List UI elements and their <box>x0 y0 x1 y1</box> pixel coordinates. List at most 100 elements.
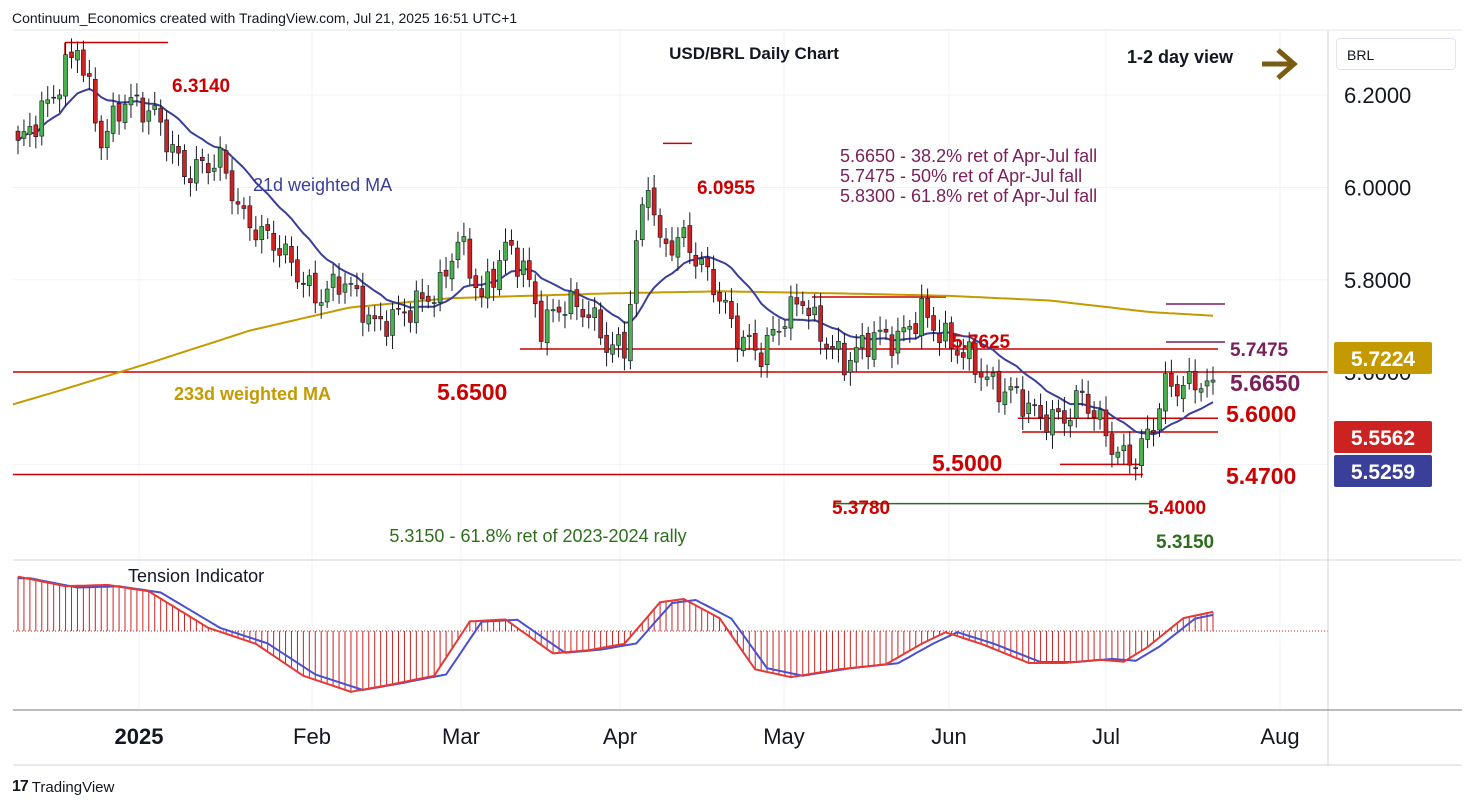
candle <box>746 324 752 351</box>
candle-body <box>1056 408 1061 413</box>
candle-body <box>69 51 74 58</box>
candle-body <box>628 304 633 362</box>
candle-body <box>110 105 116 134</box>
candle <box>503 228 508 274</box>
grid <box>13 30 1328 710</box>
candle <box>538 290 544 350</box>
candle <box>883 319 889 340</box>
candle-body <box>1139 438 1144 466</box>
candle-body <box>955 350 960 356</box>
candle <box>1169 359 1174 398</box>
candle <box>1198 382 1204 402</box>
x-tick-label: Aug <box>1260 724 1299 749</box>
candle-body <box>1014 386 1020 388</box>
candle-body <box>794 297 800 305</box>
candle-body <box>723 299 728 303</box>
candle-body <box>752 333 758 351</box>
candle-body <box>925 297 930 318</box>
candle-body <box>372 315 378 320</box>
candle-body <box>419 292 425 300</box>
candle-body <box>1079 390 1085 393</box>
note-2023-2024: 5.3150 - 61.8% ret of 2023-2024 rally <box>389 526 686 546</box>
candle-body <box>853 347 859 363</box>
candle-body <box>277 248 282 256</box>
candle <box>241 197 247 220</box>
candle <box>509 229 514 255</box>
candle <box>978 358 984 391</box>
candle-body <box>449 260 455 280</box>
candle-body <box>1109 433 1115 455</box>
price-tag-last: 5.5562 <box>1334 421 1432 453</box>
candle-body <box>966 341 972 359</box>
candle-body <box>247 205 253 229</box>
candle-body <box>907 325 913 330</box>
candle <box>1073 384 1079 428</box>
candle <box>253 216 259 247</box>
candle <box>562 301 568 329</box>
candle-body <box>830 346 835 350</box>
candle-body <box>1127 444 1133 466</box>
candle <box>301 271 306 298</box>
candle-body <box>63 54 68 97</box>
candle-body <box>200 156 205 162</box>
level-lines <box>13 41 1328 505</box>
candle <box>955 338 960 364</box>
candle <box>307 269 312 297</box>
candle <box>889 326 895 369</box>
candle <box>675 227 681 271</box>
candle-body <box>1180 385 1186 400</box>
candle-body <box>1062 410 1067 424</box>
candle <box>723 292 728 314</box>
candle-body <box>307 275 312 286</box>
candle <box>170 130 175 164</box>
candle <box>1085 380 1091 420</box>
candle-body <box>984 376 990 380</box>
level-60955: 6.0955 <box>697 178 756 199</box>
candle <box>354 272 360 297</box>
tension-indicator <box>13 575 1328 693</box>
candle-body <box>699 258 705 265</box>
candle <box>1139 429 1144 478</box>
candle-body <box>509 239 514 246</box>
candle <box>604 322 609 367</box>
candle <box>836 327 841 363</box>
candle <box>735 303 740 363</box>
candle-body <box>1038 405 1043 418</box>
candle-body <box>848 359 853 373</box>
x-tick-label: Mar <box>442 724 480 749</box>
candle-body <box>1186 371 1192 384</box>
tradingview-logo[interactable]: 17 TradingView <box>12 778 114 796</box>
candle <box>705 246 710 281</box>
candle <box>265 218 271 240</box>
candle <box>990 366 996 390</box>
candle <box>758 342 764 378</box>
candle <box>931 306 936 342</box>
candle-body <box>574 289 580 308</box>
candle <box>996 359 1002 413</box>
candle-body <box>1192 370 1198 391</box>
candle-body <box>158 107 163 123</box>
candle <box>342 272 348 304</box>
candle-body <box>580 309 586 318</box>
candle <box>1014 377 1020 394</box>
candle-body <box>21 131 27 139</box>
candle <box>372 305 378 332</box>
candle-body <box>996 370 1002 403</box>
candle-body <box>342 283 348 293</box>
symbol-box[interactable]: BRL <box>1336 38 1456 70</box>
candle <box>717 281 722 314</box>
chart-title: USD/BRL Daily Chart <box>669 44 839 63</box>
candle-body <box>152 105 158 110</box>
candle-body <box>479 288 485 298</box>
candle <box>1163 361 1168 425</box>
candle-body <box>1163 373 1168 412</box>
candle-body <box>895 330 901 354</box>
candle-body <box>990 372 996 377</box>
candle-body <box>818 305 823 342</box>
candle-body <box>622 331 627 359</box>
candle <box>1115 446 1121 465</box>
candle-body <box>503 241 508 261</box>
candle <box>1145 415 1150 449</box>
candle-body <box>913 323 919 334</box>
